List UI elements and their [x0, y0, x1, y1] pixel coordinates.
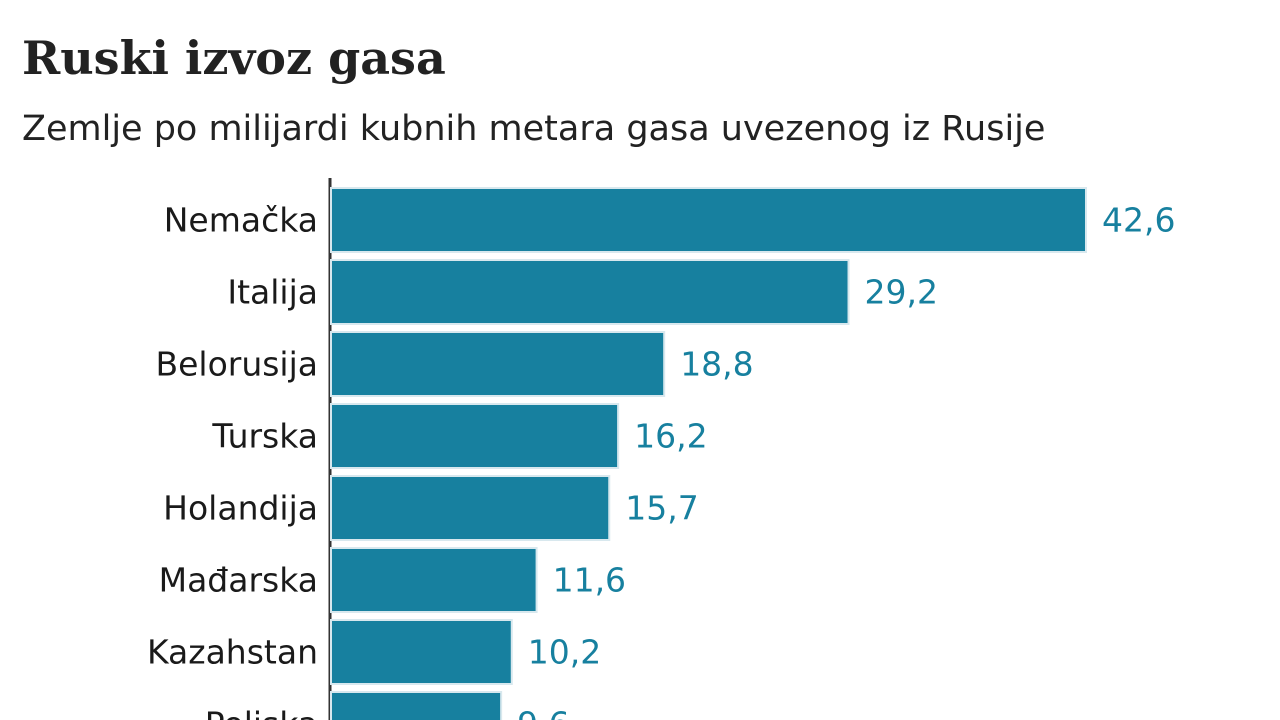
- category-label: Nemačka: [164, 201, 318, 240]
- bar: [330, 547, 538, 613]
- value-label: 42,6: [1102, 201, 1175, 240]
- value-label: 29,2: [865, 273, 938, 312]
- bar: [330, 691, 503, 720]
- bar: [330, 619, 513, 685]
- value-label: 18,8: [680, 345, 753, 384]
- bar: [330, 475, 611, 541]
- category-label: Italija: [227, 273, 318, 312]
- category-label: Holandija: [163, 489, 318, 528]
- value-label: 15,7: [625, 489, 698, 528]
- category-label: Kazahstan: [147, 633, 318, 672]
- bar: [330, 259, 850, 325]
- bar: [330, 403, 620, 469]
- chart-subtitle: Zemlje po milijardi kubnih metara gasa u…: [22, 109, 1045, 149]
- category-label: Mađarska: [159, 561, 318, 600]
- bar: [330, 187, 1087, 253]
- value-label: 9,6: [517, 705, 569, 720]
- category-label: Poljska: [205, 705, 318, 720]
- category-label: Belorusija: [155, 345, 318, 384]
- value-label: 10,2: [528, 633, 601, 672]
- value-label: 16,2: [634, 417, 707, 456]
- bar: [330, 331, 666, 397]
- value-label: 11,6: [553, 561, 626, 600]
- category-label: Turska: [211, 417, 318, 456]
- chart-title: Ruski izvoz gasa: [22, 31, 446, 85]
